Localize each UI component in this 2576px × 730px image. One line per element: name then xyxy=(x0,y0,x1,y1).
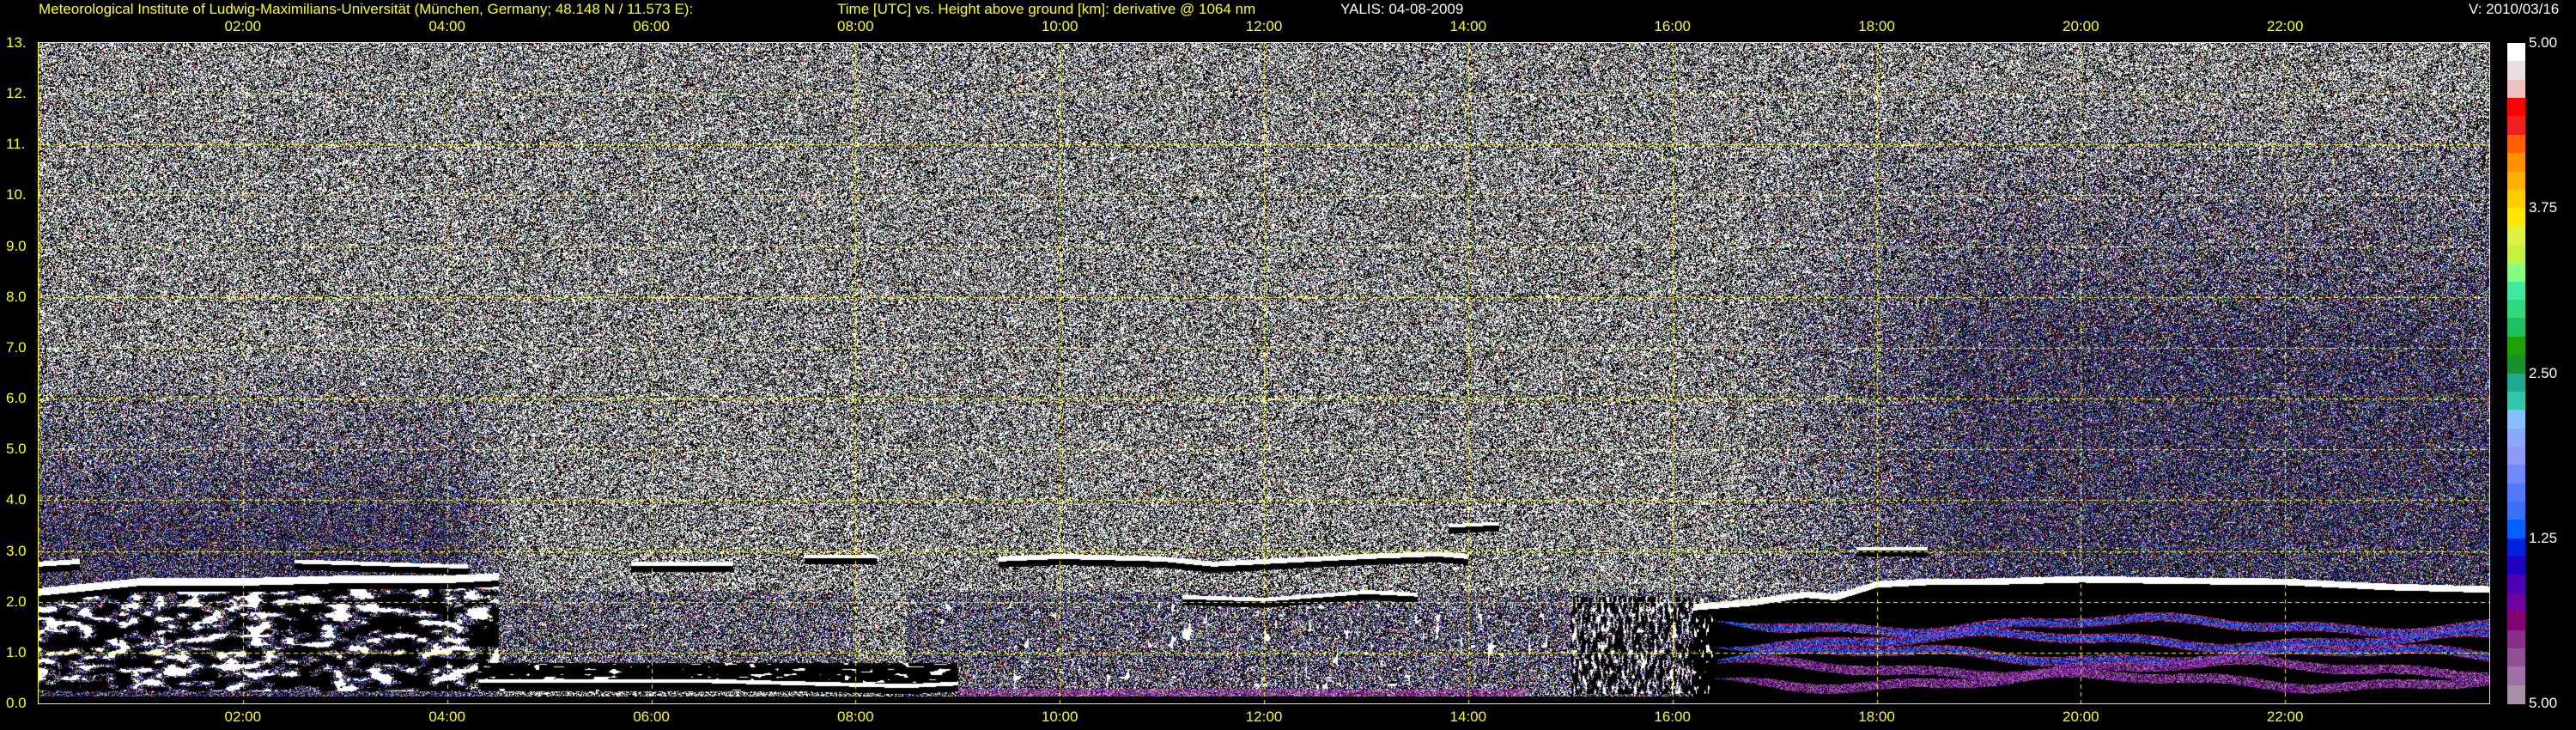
colorbar-swatch xyxy=(2507,134,2525,154)
colorbar-swatch xyxy=(2507,446,2525,465)
colorbar-swatch xyxy=(2507,208,2525,228)
y-tick-label: 13. xyxy=(6,34,27,51)
plot-description: Time [UTC] vs. Height above ground [km]:… xyxy=(837,1,1256,17)
colorbar-swatch xyxy=(2507,98,2525,118)
colorbar-swatch xyxy=(2507,575,2525,594)
colorbar-tick-label: 3.75 xyxy=(2529,199,2558,216)
colorbar-swatch xyxy=(2507,538,2525,557)
plot-area xyxy=(39,43,2489,703)
colorbar-swatch xyxy=(2507,226,2525,246)
colorbar-swatch xyxy=(2507,43,2525,62)
x-tick-label-bottom: 08:00 xyxy=(837,709,874,725)
colorbar-swatch xyxy=(2507,355,2525,374)
heatmap-canvas xyxy=(39,43,2489,703)
y-tick-label: 6.0 xyxy=(6,390,27,407)
colorbar-swatch xyxy=(2507,373,2525,392)
colorbar-tick-label: 2.50 xyxy=(2529,364,2558,381)
colorbar-swatch xyxy=(2507,61,2525,81)
colorbar-swatch xyxy=(2507,116,2525,136)
colorbar-swatch xyxy=(2507,153,2525,173)
colorbar-tick-label: 5.00 xyxy=(2529,34,2558,51)
y-tick-label: 2.0 xyxy=(6,593,27,610)
x-tick-label-top: 16:00 xyxy=(1654,18,1691,34)
colorbar-swatch xyxy=(2507,483,2525,502)
colorbar-swatch xyxy=(2507,79,2525,99)
colorbar-swatch xyxy=(2507,611,2525,631)
colorbar-tick-label: 1.25 xyxy=(2529,529,2558,546)
x-tick-label-top: 18:00 xyxy=(1858,18,1895,34)
colorbar-swatch xyxy=(2507,244,2525,264)
colorbar-swatch xyxy=(2507,502,2525,520)
x-tick-label-top: 22:00 xyxy=(2266,18,2304,34)
x-tick-label-bottom: 10:00 xyxy=(1041,709,1078,725)
colorbar-swatch xyxy=(2507,428,2525,447)
colorbar-swatch xyxy=(2507,465,2525,484)
x-tick-label-bottom: 12:00 xyxy=(1245,709,1283,725)
x-tick-label-bottom: 16:00 xyxy=(1654,709,1691,725)
colorbar-swatch xyxy=(2507,336,2525,356)
colorbar-swatch xyxy=(2507,189,2525,209)
y-tick-label: 8.0 xyxy=(6,288,27,305)
instrument-date: YALIS: 04-08-2009 xyxy=(1340,1,1464,17)
colorbar-swatch xyxy=(2507,410,2525,429)
x-tick-label-top: 04:00 xyxy=(428,18,465,34)
colorbar-tick-label: 5.00 xyxy=(2529,695,2558,711)
y-tick-label: 0.0 xyxy=(6,695,27,711)
x-tick-label-bottom: 20:00 xyxy=(2063,709,2099,725)
colorbar-swatch xyxy=(2507,281,2525,301)
y-tick-label: 4.0 xyxy=(6,491,27,508)
y-tick-label: 12. xyxy=(6,85,27,102)
x-tick-label-bottom: 02:00 xyxy=(224,709,262,725)
colorbar-swatch xyxy=(2507,593,2525,612)
x-tick-label-bottom: 18:00 xyxy=(1858,709,1895,725)
x-tick-label-bottom: 14:00 xyxy=(1449,709,1487,725)
x-tick-label-bottom: 06:00 xyxy=(633,709,670,725)
colorbar-swatch xyxy=(2507,557,2525,576)
x-tick-label-top: 20:00 xyxy=(2063,18,2099,34)
colorbar-swatch xyxy=(2507,171,2525,191)
colorbar-swatch xyxy=(2507,300,2525,319)
y-tick-label: 11. xyxy=(6,136,26,153)
x-tick-label-bottom: 22:00 xyxy=(2266,709,2304,725)
y-tick-label: 7.0 xyxy=(6,338,27,356)
x-tick-label-bottom: 04:00 xyxy=(428,709,465,725)
colorbar-swatch xyxy=(2507,666,2525,686)
colorbar-swatch xyxy=(2507,630,2525,649)
x-tick-label-top: 08:00 xyxy=(837,18,874,34)
x-tick-label-top: 12:00 xyxy=(1245,18,1283,34)
colorbar-swatch xyxy=(2507,318,2525,338)
colorbar-swatch xyxy=(2507,684,2525,704)
colorbar-swatch xyxy=(2507,391,2525,411)
x-tick-label-top: 02:00 xyxy=(224,18,262,34)
x-tick-label-top: 14:00 xyxy=(1449,18,1487,34)
colorbar xyxy=(2507,43,2525,704)
y-tick-label: 3.0 xyxy=(6,542,27,559)
x-tick-label-top: 10:00 xyxy=(1041,18,1078,34)
institute-title: Meteorological Institute of Ludwig-Maxim… xyxy=(39,1,694,17)
colorbar-swatch xyxy=(2507,648,2525,667)
version-label: V: 2010/03/16 xyxy=(2469,1,2560,17)
y-tick-label: 10. xyxy=(6,186,27,204)
y-tick-label: 1.0 xyxy=(6,643,27,660)
x-tick-label-top: 06:00 xyxy=(633,18,670,34)
colorbar-swatch xyxy=(2507,520,2525,539)
colorbar-swatch xyxy=(2507,263,2525,283)
y-tick-label: 5.0 xyxy=(6,441,27,458)
y-tick-label: 9.0 xyxy=(6,237,27,254)
